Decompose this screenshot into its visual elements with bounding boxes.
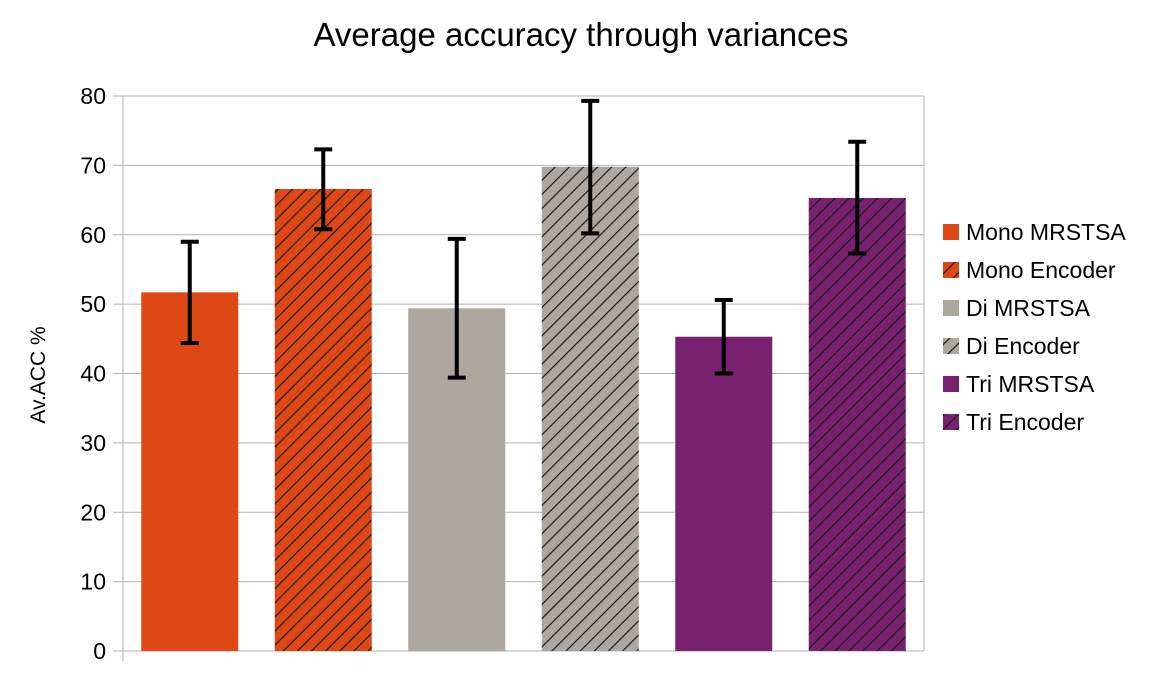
legend-swatch [943, 300, 959, 316]
bar-mono-mrstsa [141, 292, 239, 651]
bar-tri-mrstsa [675, 336, 773, 651]
chart-title: Average accuracy through variances [313, 16, 848, 53]
y-tick-label: 80 [80, 83, 106, 109]
legend-swatch [943, 262, 959, 278]
legend-swatch [943, 338, 959, 354]
y-tick-label: 0 [93, 638, 106, 664]
y-axis-label: Av.ACC % [27, 326, 50, 423]
bar-di-encoder [541, 166, 639, 651]
legend-swatch [943, 224, 959, 240]
legend-label: Di MRSTSA [966, 295, 1091, 321]
error-bars [180, 98, 867, 380]
y-tick-label: 60 [80, 222, 106, 248]
grid [113, 95, 925, 661]
bar-tri-encoder [808, 197, 906, 651]
y-tick-label: 50 [80, 291, 106, 317]
legend-label: Di Encoder [966, 333, 1080, 359]
bar-mono-encoder [274, 188, 372, 651]
bars [141, 166, 906, 651]
legend-label: Tri MRSTSA [966, 371, 1095, 397]
legend-swatch [943, 414, 959, 430]
y-tick-label: 40 [80, 361, 106, 387]
y-tick-label: 70 [80, 152, 106, 178]
legend-label: Tri Encoder [966, 409, 1084, 435]
y-axis-ticks: 0 10 20 30 40 50 60 70 80 [80, 83, 106, 664]
legend-label: Mono MRSTSA [966, 219, 1126, 245]
legend-swatch [943, 376, 959, 392]
y-tick-label: 10 [80, 569, 106, 595]
legend-label: Mono Encoder [966, 257, 1116, 283]
y-tick-label: 30 [80, 430, 106, 456]
legend: Mono MRSTSA Mono Encoder Di MRSTSA Di Encod… [943, 219, 1126, 435]
y-tick-label: 20 [80, 499, 106, 525]
